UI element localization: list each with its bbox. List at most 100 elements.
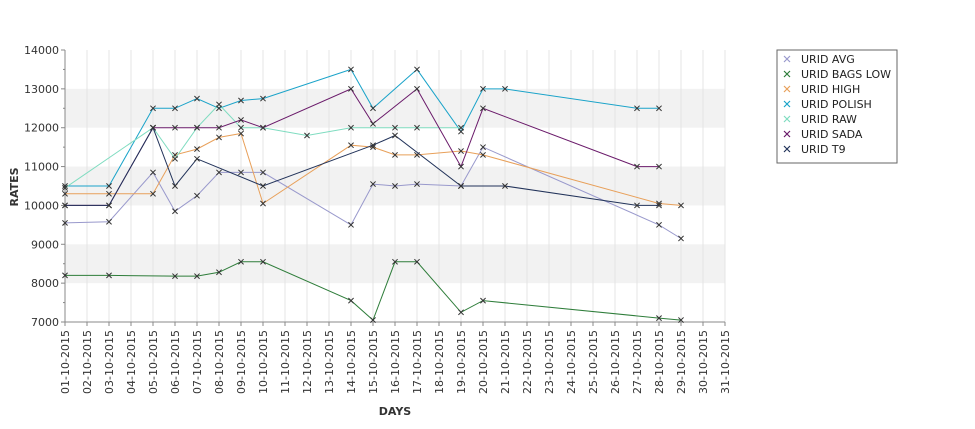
x-tick-label: 11-10-2015	[279, 330, 292, 394]
data-point	[172, 273, 178, 280]
data-point	[216, 169, 222, 176]
data-point	[238, 169, 244, 176]
data-point	[480, 144, 486, 151]
data-point	[414, 85, 420, 92]
x-tick-label: 10-10-2015	[257, 330, 270, 394]
x-tick-label: 18-10-2015	[433, 330, 446, 394]
x-tick-label: 01-10-2015	[59, 330, 72, 394]
data-point	[238, 124, 244, 131]
data-point	[480, 105, 486, 112]
data-point	[678, 235, 684, 242]
data-point	[458, 148, 464, 154]
data-point	[62, 183, 68, 189]
x-tick-label: 03-10-2015	[103, 330, 116, 394]
legend-label: URID AVG	[801, 53, 855, 66]
data-point	[392, 151, 398, 158]
x-tick-label: 13-10-2015	[323, 330, 336, 394]
data-point	[656, 105, 662, 112]
legend-label: URID SADA	[801, 128, 863, 141]
data-point	[392, 258, 398, 265]
data-point	[194, 124, 200, 131]
x-tick-label: 20-10-2015	[477, 330, 490, 394]
x-tick-label: 26-10-2015	[609, 330, 622, 394]
x-tick-label: 22-10-2015	[521, 330, 534, 394]
x-tick-label: 16-10-2015	[389, 330, 402, 394]
data-point	[656, 221, 662, 228]
data-point	[106, 190, 112, 197]
y-tick-label: 7000	[31, 316, 59, 329]
data-point	[656, 315, 662, 322]
x-tick-label: 14-10-2015	[345, 330, 358, 394]
x-tick-label: 08-10-2015	[213, 330, 226, 394]
axes: 7000 8000 9000 10000 11000 12000 13000 14000 01-…	[24, 44, 732, 394]
data-point	[348, 142, 354, 149]
data-point	[216, 134, 222, 141]
x-tick-label: 25-10-2015	[587, 330, 600, 394]
data-point	[370, 120, 376, 127]
y-tick-label: 14000	[24, 44, 59, 57]
data-point	[194, 192, 200, 199]
x-tick-label: 29-10-2015	[675, 330, 688, 394]
data-point	[106, 272, 112, 279]
x-tick-label: 02-10-2015	[81, 330, 94, 394]
data-point	[172, 105, 178, 112]
x-tick-label: 21-10-2015	[499, 330, 512, 394]
data-point	[194, 146, 200, 153]
series-urid-polish	[62, 66, 662, 189]
series-line	[64, 146, 682, 239]
data-point	[194, 273, 200, 280]
legend-marker	[783, 70, 791, 78]
y-tick-label: 13000	[24, 83, 59, 96]
x-tick-label: 27-10-2015	[631, 330, 644, 394]
data-point	[634, 105, 640, 112]
series-line	[65, 132, 682, 206]
data-point	[348, 124, 354, 131]
data-point	[348, 66, 354, 73]
legend-marker	[783, 55, 791, 63]
legend-label: URID BAGS LOW	[801, 68, 891, 81]
data-point	[348, 297, 354, 304]
x-tick-label: 24-10-2015	[565, 330, 578, 394]
data-point	[172, 124, 178, 131]
data-point	[216, 269, 222, 276]
x-tick-label: 12-10-2015	[301, 330, 314, 394]
series-line	[65, 126, 659, 206]
data-point	[172, 208, 178, 215]
x-tick-label: 23-10-2015	[543, 330, 556, 394]
data-point	[260, 183, 266, 189]
data-point	[414, 258, 420, 265]
data-point	[194, 95, 200, 102]
y-tick-label: 12000	[24, 122, 59, 135]
y-axis-title: RATES	[8, 167, 21, 206]
data-point	[238, 116, 244, 123]
data-point	[106, 202, 112, 209]
data-point	[62, 219, 68, 226]
data-point	[238, 97, 244, 104]
series-line	[64, 103, 461, 189]
x-tick-label: 17-10-2015	[411, 330, 424, 394]
data-point	[634, 163, 640, 170]
x-tick-label: 30-10-2015	[697, 330, 710, 394]
data-point	[260, 258, 266, 265]
data-point	[106, 218, 112, 225]
data-point	[194, 155, 200, 162]
y-tick-label: 9000	[31, 238, 59, 251]
data-point	[370, 181, 376, 188]
data-point	[458, 183, 464, 189]
data-point	[370, 105, 376, 112]
series-layer	[62, 66, 684, 324]
data-point	[348, 221, 354, 228]
legend-label: URID HIGH	[801, 83, 860, 96]
legend-marker	[783, 100, 791, 108]
legend-marker	[783, 85, 791, 93]
x-tick-label: 09-10-2015	[235, 330, 248, 394]
data-point	[260, 169, 266, 176]
data-point	[480, 85, 486, 92]
data-point	[172, 183, 178, 189]
data-point	[260, 95, 266, 102]
data-point	[370, 142, 376, 149]
data-point	[150, 124, 156, 131]
data-point	[106, 183, 112, 189]
data-point	[150, 105, 156, 112]
legend: URID AVG URID BAGS LOW URID HIGH URID POLIS…	[776, 49, 898, 164]
